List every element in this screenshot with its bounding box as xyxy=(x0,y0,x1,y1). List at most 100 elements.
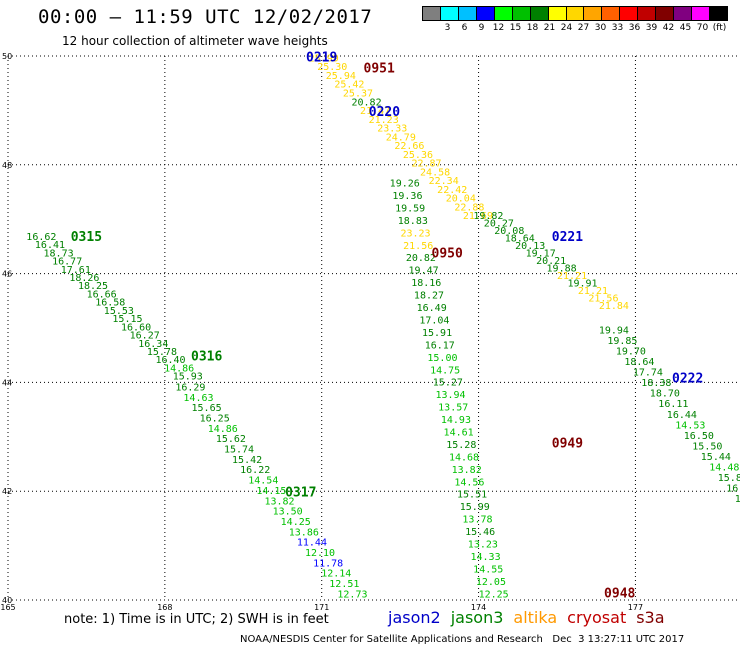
swh-value-point: 16.25 xyxy=(200,414,230,425)
swh-value-point: 21.21 xyxy=(578,286,608,297)
legend-swatch xyxy=(674,7,693,20)
swh-value-point: 14.15 xyxy=(256,486,286,497)
swh-value-point: 18.64 xyxy=(624,357,654,368)
swh-value-point: 18.26 xyxy=(69,273,99,284)
legend-label: 9 xyxy=(478,23,485,33)
swh-value-point: 12.14 xyxy=(321,569,351,580)
swh-value-point: 14.25 xyxy=(281,517,311,528)
swh-value-point: 18.70 xyxy=(650,389,680,400)
swh-value-point: 15.15 xyxy=(112,314,142,325)
swh-value-point: 20.04 xyxy=(446,194,476,205)
swh-value-point: 24.58 xyxy=(420,167,450,178)
swh-value-point: 15.46 xyxy=(465,527,495,538)
swh-value-point: 15.80 xyxy=(718,473,740,484)
swh-value-point: 17.74 xyxy=(633,368,663,379)
swh-value-point: 21.23 xyxy=(369,115,399,126)
pass-time-label: 0949 xyxy=(552,437,583,452)
swh-value-point: 14.54 xyxy=(248,476,278,487)
legend-label: 42 xyxy=(662,23,675,33)
legend-swatch xyxy=(458,7,477,20)
y-tick-label: 44 xyxy=(2,378,12,387)
legend-swatch xyxy=(440,7,459,20)
swh-value-point: 16.34 xyxy=(138,339,168,350)
y-tick-label: 42 xyxy=(2,487,12,496)
swh-value-point: 16.17 xyxy=(735,494,740,505)
legend-label: 39 xyxy=(645,23,658,33)
swh-value-point: 19.88 xyxy=(547,264,577,275)
swh-value-point: 15.53 xyxy=(104,306,134,317)
satellite-legend: jason2 jason3 altika cryosat s3a xyxy=(388,608,675,627)
swh-value-point: 22.87 xyxy=(411,159,441,170)
swh-value-point: 18.27 xyxy=(414,291,444,302)
swh-value-point: 22.88 xyxy=(454,202,484,213)
swh-value-point: 25.99 xyxy=(309,53,339,64)
pass-time-label: 0221 xyxy=(552,230,583,245)
swh-value-point: 23.23 xyxy=(400,228,430,239)
swh-value-point: 12.05 xyxy=(476,577,506,588)
swh-value-point: 18.64 xyxy=(505,234,535,245)
legend-swatch xyxy=(548,7,567,20)
swh-value-point: 13.86 xyxy=(289,527,319,538)
legend-label: 33 xyxy=(611,23,624,33)
swh-value-point: 15.00 xyxy=(427,353,457,364)
swh-value-point: 23.33 xyxy=(377,124,407,135)
swh-value-point: 21.56 xyxy=(403,241,433,252)
x-tick-label: 168 xyxy=(157,603,172,612)
swh-value-point: 15.44 xyxy=(701,452,731,463)
footer-note: note: 1) Time is in UTC; 2) SWH is in fe… xyxy=(64,612,329,627)
swh-value-point: 16.37 xyxy=(726,484,740,495)
pass-time-label: 0315 xyxy=(71,230,102,245)
satellite-legend-altika: altika xyxy=(513,608,558,627)
swh-value-point: 15.99 xyxy=(460,502,490,513)
swh-value-point: 25.42 xyxy=(334,80,364,91)
chart-title: 00:00 – 11:59 UTC 12/02/2017 xyxy=(38,6,373,28)
swh-value-point: 14.61 xyxy=(444,427,474,438)
legend-label: 30 xyxy=(594,23,607,33)
swh-value-point: 20.82 xyxy=(406,253,436,264)
swh-value-point: 14.53 xyxy=(675,420,705,431)
swh-value-point: 13.50 xyxy=(273,507,303,518)
swh-value-point: 20.08 xyxy=(494,226,524,237)
y-tick-label: 48 xyxy=(2,161,12,170)
x-tick-label: 174 xyxy=(471,603,486,612)
swh-value-point: 16.60 xyxy=(121,322,151,333)
swh-value-point: 15.50 xyxy=(692,441,722,452)
swh-value-point: 12.25 xyxy=(479,589,509,600)
swh-value-point: 25.37 xyxy=(343,88,373,99)
swh-value-point: 12.73 xyxy=(337,589,367,600)
swh-value-point: 18.25 xyxy=(78,281,108,292)
legend-swatch xyxy=(710,7,727,20)
swh-value-point: 14.68 xyxy=(449,452,479,463)
legend-swatch xyxy=(692,7,710,20)
swh-value-point: 16.40 xyxy=(155,355,185,366)
swh-value-point: 19.26 xyxy=(390,179,420,190)
swh-value-point: 13.82 xyxy=(452,465,482,476)
swh-value-point: 15.62 xyxy=(216,434,246,445)
swh-value-point: 16.58 xyxy=(95,298,125,309)
swh-value-point: 25.94 xyxy=(326,71,356,82)
y-tick-label: 46 xyxy=(2,270,12,279)
y-tick-label: 50 xyxy=(2,52,12,61)
legend-label: 21 xyxy=(543,23,556,33)
swh-value-point: 17.61 xyxy=(61,265,91,276)
swh-value-point: 14.86 xyxy=(208,424,238,435)
swh-value-point: 16.22 xyxy=(240,465,270,476)
swh-value-point: 18.73 xyxy=(44,248,74,259)
swh-value-point: 19.82 xyxy=(473,211,503,222)
pass-time-label: 0950 xyxy=(432,246,463,261)
swh-value-point: 13.78 xyxy=(462,515,492,526)
pass-time-label: 0317 xyxy=(285,486,316,501)
legend-swatch xyxy=(494,7,513,20)
legend-swatch xyxy=(656,7,675,20)
swh-value-point: 19.85 xyxy=(607,336,637,347)
swh-value-point: 15.42 xyxy=(232,455,262,466)
legend-label: 15 xyxy=(509,23,522,33)
pass-time-label: 0222 xyxy=(672,371,703,386)
swh-value-point: 12.51 xyxy=(329,579,359,590)
swh-value-point: 15.65 xyxy=(192,403,222,414)
swh-value-point: 21.47 xyxy=(360,106,390,117)
footer-credit: NOAA/NESDIS Center for Satellite Applica… xyxy=(240,634,685,645)
legend-swatch xyxy=(566,7,585,20)
swh-value-point: 19.17 xyxy=(526,249,556,260)
